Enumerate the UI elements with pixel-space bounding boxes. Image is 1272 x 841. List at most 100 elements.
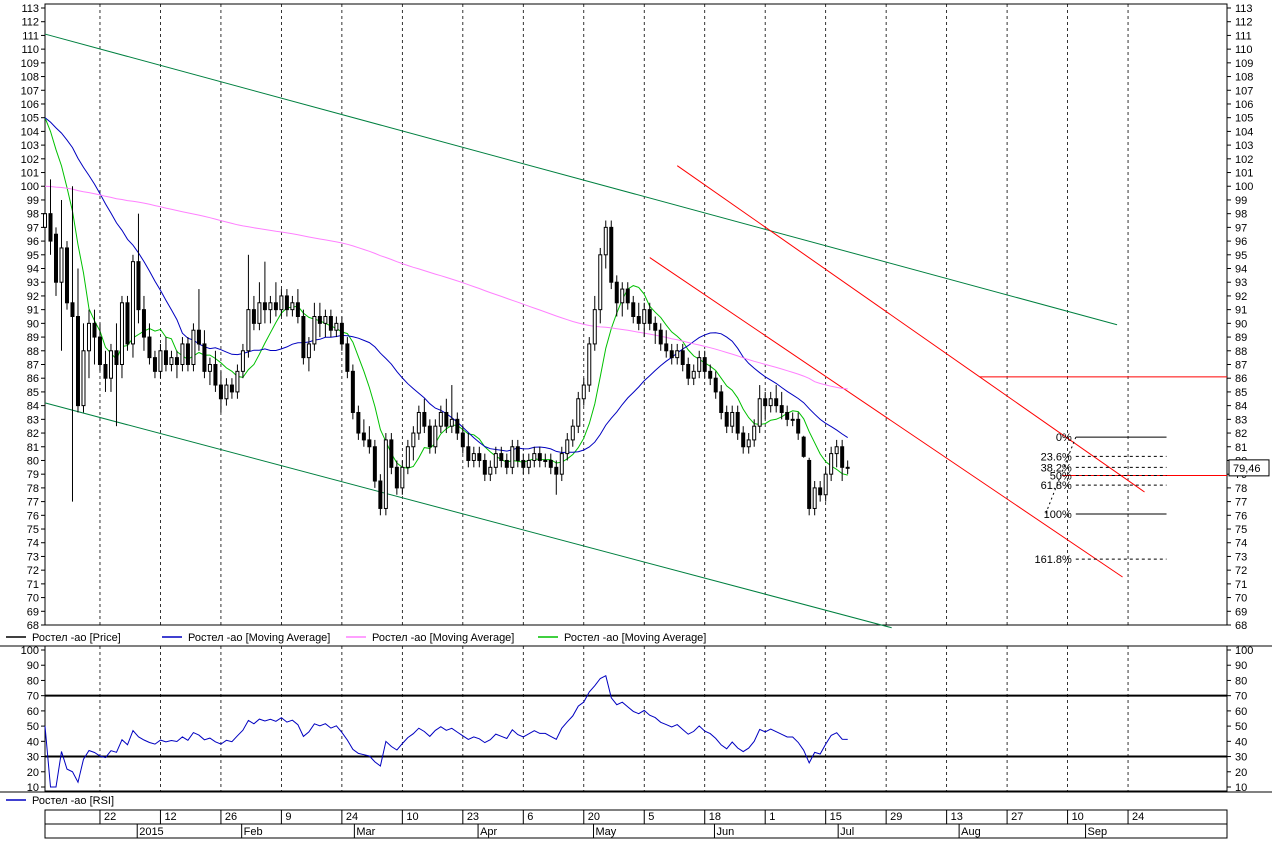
price-tick-label-right: 109 [1235,58,1253,70]
candle-body [840,446,845,468]
candle-body [669,350,674,359]
price-tick-label-left: 100 [21,181,39,193]
candle-body [141,309,146,338]
day-label: 9 [285,811,291,823]
fibonacci-label: 38.2% [1041,462,1072,474]
candle-body [202,343,207,372]
price-tick-label-right: 69 [1235,606,1247,618]
fibonacci-label: 23.6% [1041,451,1072,463]
price-tick-label-right: 113 [1235,3,1253,15]
fibonacci-label: 161.8% [1035,554,1073,566]
candle-body [59,247,64,283]
month-label: Feb [244,826,263,838]
price-tick-label-right: 72 [1235,565,1247,577]
candle-body [565,439,570,455]
rsi-line [44,674,848,788]
price-tick-label-right: 85 [1235,387,1247,399]
legend-label: Ростел -ао [RSI] [32,795,114,807]
day-label: 20 [588,811,600,823]
candle-body [570,425,575,441]
price-tick-label-left: 80 [27,455,39,467]
legend-label: Ростел -ао [Moving Average] [188,632,330,644]
candle-body [125,302,130,345]
rsi-tick-label-left: 20 [27,767,39,779]
candle-body [477,453,482,461]
candle-body [268,302,273,311]
day-label: 10 [1072,811,1084,823]
candle-body [460,432,465,448]
trend-line [44,33,1118,326]
candle-body [768,398,773,407]
moving-average-line [44,185,848,390]
price-tick-label-right: 111 [1235,30,1252,42]
candle-body [147,336,152,359]
candle-body [75,316,80,407]
day-label: 24 [346,811,358,823]
candle-body [576,398,581,427]
day-label: 6 [527,811,533,823]
price-tick-label-right: 91 [1235,305,1247,317]
rsi-tick-label-right: 100 [1235,645,1253,657]
price-tick-label-left: 108 [21,72,39,84]
month-label: Jul [840,826,854,838]
candle-body [378,480,383,509]
candle-body [647,309,652,324]
price-tick-label-left: 93 [27,277,39,289]
gridlines [99,4,1129,791]
price-tick-label-right: 89 [1235,332,1247,344]
price-tick-label-right: 86 [1235,373,1247,385]
price-tick-label-left: 102 [21,154,39,166]
price-tick-label-left: 77 [27,497,39,509]
price-tick-label-right: 103 [1235,140,1253,152]
price-tick-label-left: 113 [21,3,39,15]
price-tick-label-left: 79 [27,469,39,481]
price-tick-label-right: 98 [1235,209,1247,221]
price-tick-label-right: 76 [1235,510,1247,522]
candle-body [48,213,53,242]
candle-body [807,459,812,509]
candle-body [235,370,240,393]
candle-body [114,350,119,365]
candle-body [493,453,498,468]
price-tick-label-right: 100 [1235,181,1253,193]
legend-label: Ростел -ао [Moving Average] [564,632,706,644]
candle-body [389,439,394,468]
fibonacci-label: 100% [1044,509,1072,521]
candle-body [636,316,641,324]
day-label: 5 [648,811,654,823]
candle-body [81,350,86,407]
price-tick-label-left: 97 [27,222,39,234]
candle-body [345,343,350,372]
candle-body [471,453,476,461]
price-tick-label-right: 101 [1235,168,1253,180]
day-label: 23 [467,811,479,823]
price-candles [43,179,850,516]
price-tick-label-left: 73 [27,551,39,563]
fibonacci-levels: 0% 23.6%38.2%50%61.8% 100% 161.8% [1035,432,1167,566]
candle-body [774,398,779,407]
candle-body [405,446,410,468]
month-label: Mar [356,826,375,838]
candle-body [213,363,218,386]
candle-body [251,309,256,324]
candle-body [279,295,284,311]
candle-body [812,487,817,509]
candle-body [43,213,47,228]
candle-body [823,473,828,496]
fibonacci-label: 0% [1056,432,1072,444]
price-tick-label-left: 81 [27,442,39,454]
month-label: May [596,826,617,838]
day-label: 12 [164,811,176,823]
price-tick-label-left: 112 [21,17,39,29]
price-tick-label-left: 84 [27,401,39,413]
price-tick-label-left: 103 [21,140,39,152]
last-price-box [1228,459,1270,477]
price-tick-label-left: 98 [27,209,39,221]
fibonacci-label: 50% [1050,471,1072,483]
candle-body [312,316,317,345]
candle-body [741,432,746,448]
candle-body [499,453,504,461]
day-label: 26 [225,811,237,823]
candle-body [367,439,372,448]
price-tick-label-left: 104 [21,126,39,138]
